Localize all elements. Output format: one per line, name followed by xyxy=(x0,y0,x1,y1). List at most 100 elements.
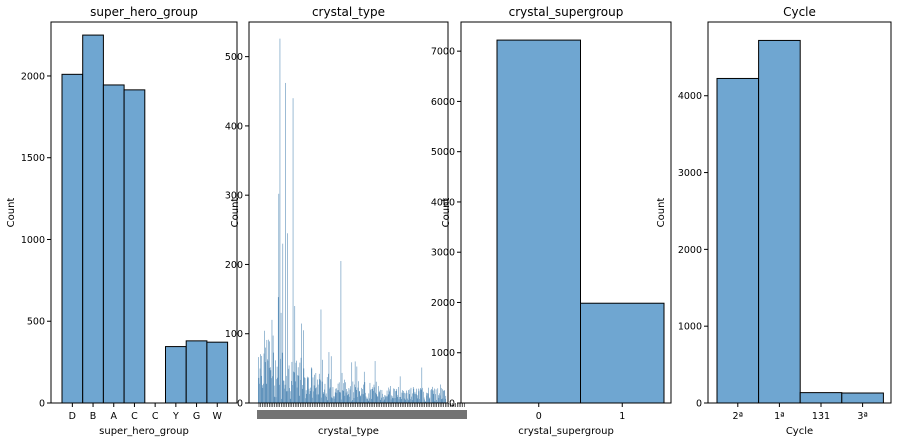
chart-title: crystal_supergroup xyxy=(509,5,624,19)
bar xyxy=(268,339,269,403)
x-axis-label: crystal_supergroup xyxy=(518,426,614,437)
bar xyxy=(445,395,447,403)
x-tick-label: 1ª xyxy=(774,411,785,422)
bar xyxy=(340,392,341,403)
bar xyxy=(380,399,382,403)
bar xyxy=(404,399,406,403)
bar xyxy=(383,399,385,403)
bar xyxy=(350,386,351,403)
bar xyxy=(365,392,366,403)
bar xyxy=(432,390,434,403)
bar xyxy=(265,383,267,403)
bar xyxy=(272,376,273,403)
bar xyxy=(393,388,394,403)
bar xyxy=(300,379,301,403)
bar xyxy=(381,389,383,403)
x-tick-label: Y xyxy=(172,411,179,422)
bar xyxy=(317,384,319,403)
bar xyxy=(405,393,407,403)
bar xyxy=(399,376,401,403)
bar xyxy=(382,393,383,403)
bar xyxy=(435,394,436,403)
bar xyxy=(334,392,336,403)
bar xyxy=(356,366,358,403)
bar xyxy=(258,357,259,403)
x-tick-label: D xyxy=(69,411,76,422)
bar xyxy=(407,400,409,403)
bar xyxy=(328,373,329,403)
y-tick-label: 1000 xyxy=(21,235,45,246)
bar xyxy=(291,361,293,403)
bar xyxy=(388,387,390,403)
bar xyxy=(436,401,438,403)
bar xyxy=(443,390,445,403)
bar xyxy=(384,395,386,403)
bar xyxy=(289,388,290,403)
bar xyxy=(357,396,358,403)
x-tick-label: G xyxy=(193,411,200,422)
x-tick-label: C xyxy=(152,411,159,422)
bar xyxy=(375,381,377,403)
bar xyxy=(296,387,298,403)
bar xyxy=(338,390,339,403)
bar xyxy=(402,390,403,403)
bar xyxy=(270,370,272,403)
bar xyxy=(440,387,442,403)
bar xyxy=(415,393,416,403)
bar xyxy=(354,384,355,403)
bar xyxy=(420,388,421,403)
bar xyxy=(410,399,411,403)
bar xyxy=(413,388,415,403)
bar xyxy=(259,368,261,403)
x-tick-label: 1 xyxy=(619,411,625,422)
bar xyxy=(355,387,357,403)
bar xyxy=(377,396,379,403)
chart-title: super_hero_group xyxy=(90,5,198,19)
bar xyxy=(292,384,293,403)
bar xyxy=(342,390,344,403)
bar xyxy=(370,389,372,403)
y-tick-label: 2000 xyxy=(431,298,455,309)
bar xyxy=(400,399,402,403)
y-tick-label: 3000 xyxy=(678,168,702,179)
bar xyxy=(260,354,261,403)
bar xyxy=(353,392,354,403)
bar xyxy=(271,319,273,403)
chart-panel-super-hero-group: super_hero_group Count super_hero_group 0 50… xyxy=(6,5,238,437)
bar xyxy=(439,393,440,403)
bar xyxy=(347,395,349,403)
bar xyxy=(373,390,374,403)
bar xyxy=(391,395,392,403)
bar xyxy=(284,388,285,403)
bar xyxy=(341,399,342,403)
bar xyxy=(301,323,302,403)
bar xyxy=(403,390,404,403)
bar xyxy=(324,383,326,403)
bar xyxy=(364,382,366,403)
bar xyxy=(338,382,340,403)
bar xyxy=(429,397,431,403)
bar xyxy=(386,390,388,403)
y-tick-label: 200 xyxy=(225,260,243,271)
bar xyxy=(275,397,277,403)
bar xyxy=(361,393,363,403)
x-tick-label: B xyxy=(90,411,97,422)
bar xyxy=(379,389,381,403)
bar xyxy=(407,398,408,403)
bar xyxy=(387,396,388,403)
bar xyxy=(291,381,292,403)
bar xyxy=(412,393,413,403)
bar xyxy=(376,394,378,403)
bar xyxy=(437,388,439,403)
bar xyxy=(315,372,317,403)
chart-title: crystal_type xyxy=(312,5,385,19)
bar xyxy=(394,398,396,403)
bar xyxy=(409,389,411,403)
bar xyxy=(428,387,429,403)
bar xyxy=(311,368,313,403)
bar xyxy=(580,302,665,404)
bar xyxy=(361,387,362,403)
bar xyxy=(424,401,426,403)
bar xyxy=(366,398,367,403)
